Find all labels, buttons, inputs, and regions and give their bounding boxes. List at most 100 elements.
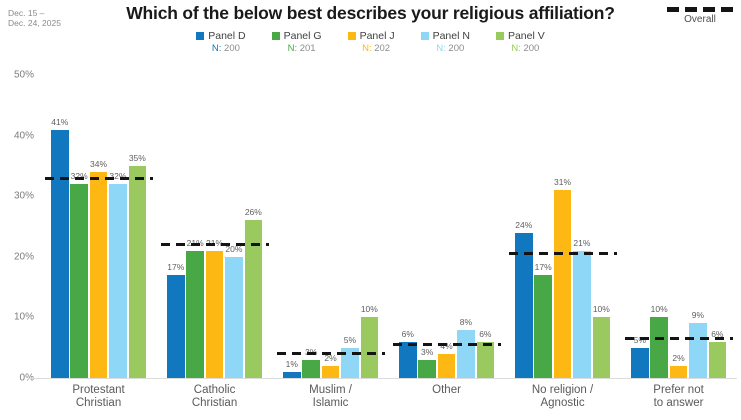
overall-line-no-religion-agnostic: [509, 252, 618, 256]
legend-n-value: 201: [297, 43, 316, 54]
legend-n-prefix: N:: [436, 43, 446, 54]
bar-value-label: 34%: [90, 158, 108, 169]
bar-value-label: 26%: [244, 207, 262, 218]
bar-panel-n-muslim-islamic: [341, 347, 359, 378]
overall-dashed-line-icon: [667, 7, 733, 12]
legend-item-row: Panel J: [347, 30, 395, 42]
bar-value-label: 21%: [175, 238, 215, 248]
legend-item-sample-size: N: 201: [272, 43, 322, 54]
bar-value-label: 3%: [291, 347, 331, 357]
bar-value-label: 41%: [51, 116, 69, 127]
bar-panel-g-no-religion-agnostic: [534, 274, 552, 378]
bar-panel-g-other: [418, 359, 436, 378]
overall-line-other: [393, 343, 502, 347]
overall-line-muslim-islamic: [277, 352, 386, 356]
bar-panel-j-protestant-christian: [89, 171, 108, 378]
bar-panel-v-no-religion-agnostic: [592, 317, 611, 378]
bar-panel-d-no-religion-agnostic: [515, 232, 533, 378]
legend-n-prefix: N:: [211, 43, 222, 54]
bar-panel-v-muslim-islamic: [360, 317, 379, 378]
bar-panel-d-protestant-christian: [51, 129, 69, 378]
bar-value-label: 17%: [167, 261, 185, 272]
bar-value-label: 31%: [554, 177, 572, 188]
y-axis-tick: 20%: [13, 251, 34, 263]
legend-item-sample-size: N: 202: [348, 43, 395, 54]
bar-panel-d-prefer-not-to-answer: [631, 347, 649, 378]
bar-value-label: 9%: [691, 310, 705, 321]
bar-value-label: 35%: [128, 152, 146, 163]
bar-value-label: 2%: [324, 352, 337, 363]
bar-value-label: 10%: [650, 304, 668, 315]
overall-legend-label: Overall: [684, 14, 716, 25]
x-axis-label-catholic-christian: Catholic Christian: [150, 384, 280, 410]
y-axis-tick: 40%: [13, 130, 34, 142]
bar-value-label: 6%: [401, 328, 414, 339]
overall-line-catholic-christian: [161, 243, 270, 247]
legend-item-label: Panel V: [507, 30, 545, 42]
x-axis-label-no-religion-agnostic: No religion / Agnostic: [498, 384, 628, 410]
bar-panel-j-other: [437, 353, 456, 378]
legend-n-value: 200: [520, 43, 540, 54]
legend-n-prefix: N:: [511, 43, 521, 54]
bar-panel-v-catholic-christian: [244, 220, 263, 378]
bar-value-label: 17%: [534, 261, 552, 272]
legend-n-value: 202: [371, 43, 391, 54]
legend-swatch-icon: [495, 32, 504, 40]
x-axis-label-line: Christian: [191, 397, 238, 409]
y-axis-tick: 30%: [13, 190, 34, 202]
legend-swatch-icon: [420, 32, 429, 40]
bar-value-label: 1%: [285, 358, 298, 369]
y-axis-tick: 10%: [13, 311, 34, 323]
x-axis-label-muslim-islamic: Muslim / Islamic: [266, 384, 396, 410]
bar-value-label: 8%: [459, 316, 473, 327]
x-axis-label-line: Catholic: [193, 384, 236, 396]
legend-swatch-icon: [196, 32, 205, 40]
bar-value-label: 6%: [479, 328, 492, 339]
x-axis-label-line: No religion /: [531, 384, 594, 396]
date-range: Dec. 15 – Dec. 24, 2025: [8, 8, 61, 28]
date-range-line1: Dec. 15 –: [8, 8, 45, 18]
bar-panel-g-prefer-not-to-answer: [650, 317, 668, 378]
legend-item-panel-g: Panel G N: 201: [271, 30, 322, 54]
legend-n-prefix: N:: [362, 43, 372, 54]
legend-item-row: Panel G: [271, 30, 322, 42]
date-range-line2: Dec. 24, 2025: [8, 18, 61, 28]
bar-value-label: 10%: [360, 304, 378, 315]
bar-panel-d-catholic-christian: [167, 274, 185, 378]
bar-value-label: 32%: [59, 171, 99, 181]
bar-value-label: 10%: [592, 304, 610, 315]
x-axis-label-prefer-not-to-answer: Prefer not to answer: [614, 384, 741, 410]
x-axis-label-protestant-christian: Protestant Christian: [34, 384, 164, 410]
bar-value-label: 2%: [672, 352, 685, 363]
bar-panel-g-muslim-islamic: [302, 359, 320, 378]
y-axis-tick: 50%: [13, 69, 34, 81]
panel-legend: Panel D N: 200 Panel G N: 201 Panel J N: 202 P…: [0, 30, 741, 54]
bar-panel-v-other: [476, 341, 495, 378]
bar-value-label: 5%: [343, 334, 357, 345]
legend-item-label: Panel D: [208, 30, 246, 42]
legend-item-label: Panel G: [283, 30, 322, 42]
bar-value-label: 6%: [711, 328, 724, 339]
legend-item-panel-d: Panel D N: 200: [196, 30, 246, 54]
bar-panel-v-prefer-not-to-answer: [708, 341, 727, 378]
bar-panel-n-catholic-christian: [225, 256, 243, 378]
chart-title: Which of the below best describes your r…: [126, 3, 615, 23]
bar-value-label: 20%: [225, 243, 243, 254]
legend-n-prefix: N:: [287, 43, 298, 54]
legend-swatch-icon: [271, 32, 280, 40]
legend-item-label: Panel N: [432, 30, 470, 42]
x-axis-label-line: Agnostic: [540, 397, 585, 409]
x-axis-baseline: [28, 378, 737, 379]
legend-item-sample-size: N: 200: [496, 43, 545, 54]
bar-value-label: 3%: [420, 346, 434, 357]
bar-value-label: 32%: [98, 171, 138, 181]
bar-panel-n-no-religion-agnostic: [573, 250, 591, 378]
bar-panel-v-protestant-christian: [128, 165, 147, 378]
legend-item-panel-v: Panel V N: 200: [495, 30, 545, 54]
overall-line-prefer-not-to-answer: [625, 337, 734, 341]
bar-panel-j-prefer-not-to-answer: [669, 365, 688, 378]
legend-item-panel-j: Panel J N: 202: [347, 30, 395, 54]
x-axis-label-line: Christian: [75, 397, 122, 409]
legend-item-panel-n: Panel N N: 200: [420, 30, 470, 54]
